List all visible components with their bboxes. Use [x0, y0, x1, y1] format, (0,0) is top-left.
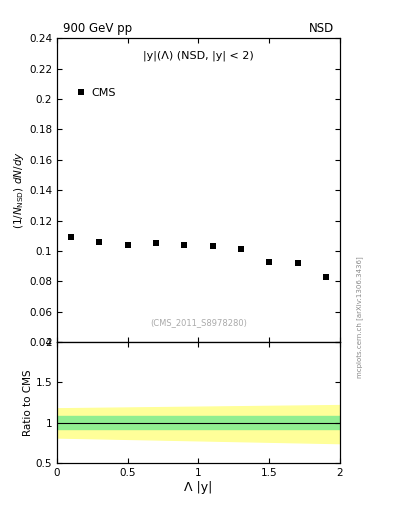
- Y-axis label: Ratio to CMS: Ratio to CMS: [23, 369, 33, 436]
- Text: mcplots.cern.ch [arXiv:1306.3436]: mcplots.cern.ch [arXiv:1306.3436]: [356, 257, 363, 378]
- Text: 900 GeV pp: 900 GeV pp: [62, 22, 132, 35]
- Legend: CMS: CMS: [71, 83, 120, 102]
- X-axis label: Λ |y|: Λ |y|: [184, 481, 213, 494]
- Text: (CMS_2011_S8978280): (CMS_2011_S8978280): [150, 318, 247, 327]
- Text: NSD: NSD: [309, 22, 334, 35]
- Text: |y|(Λ) (NSD, |y| < 2): |y|(Λ) (NSD, |y| < 2): [143, 51, 254, 61]
- Y-axis label: $(1/N_\mathrm{NSD})\ dN/dy$: $(1/N_\mathrm{NSD})\ dN/dy$: [12, 151, 26, 229]
